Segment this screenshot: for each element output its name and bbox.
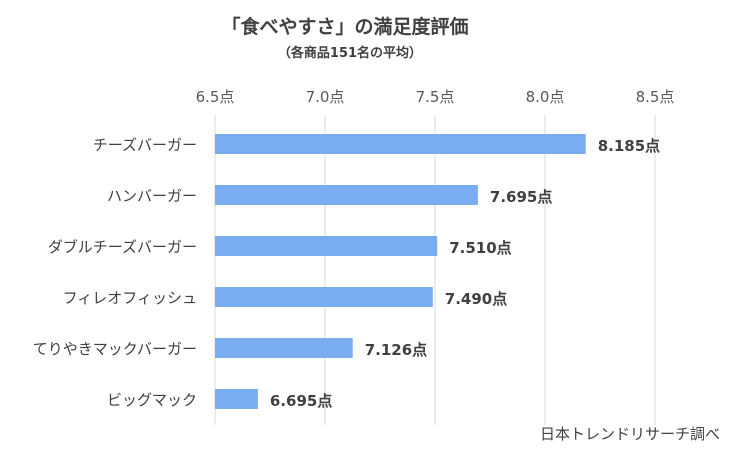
bar [215, 134, 586, 154]
x-tick-label: 7.0点 [306, 88, 345, 106]
data-label: 6.695点 [270, 392, 332, 410]
category-label: フィレオフィッシュ [63, 289, 197, 307]
chart-title: 「食べやすさ」の満足度評価 [221, 15, 468, 38]
x-tick-label: 8.5点 [636, 88, 675, 106]
category-label: チーズバーガー [93, 136, 197, 154]
bar [215, 338, 353, 358]
x-tick-label: 7.5点 [416, 88, 455, 106]
bar [215, 185, 478, 205]
data-label: 7.490点 [445, 290, 507, 308]
data-label: 8.185点 [598, 137, 660, 155]
x-tick-label: 8.0点 [526, 88, 565, 106]
category-label: ビッグマック [107, 391, 197, 409]
data-label: 7.126点 [365, 341, 427, 359]
source-note: 日本トレンドリサーチ調べ [540, 425, 720, 443]
bar [215, 389, 258, 409]
bar [215, 287, 433, 307]
x-tick-label: 6.5点 [196, 88, 235, 106]
category-label: ハンバーガー [107, 187, 197, 205]
category-label: ダブルチーズバーガー [48, 238, 197, 256]
chart-subtitle: （各商品151名の平均） [278, 45, 422, 61]
data-label: 7.510点 [449, 239, 511, 257]
category-label: てりやきマックバーガー [33, 340, 197, 358]
bar [215, 236, 438, 256]
data-label: 7.695点 [490, 188, 552, 206]
